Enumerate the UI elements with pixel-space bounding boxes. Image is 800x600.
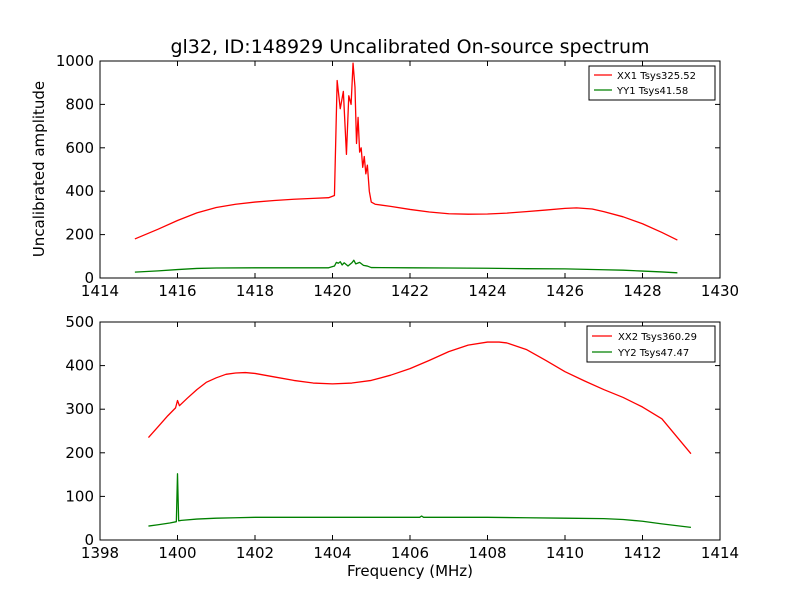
- bottom-y-tick-label: 300: [65, 400, 94, 418]
- series-line-yy2: [148, 473, 692, 529]
- top-x-tick-label: 1422: [391, 282, 429, 300]
- bottom-y-tick-label: 100: [65, 487, 94, 505]
- series-line-xx1: [134, 62, 678, 241]
- bottom-y-tick-label: 0: [84, 531, 94, 549]
- bottom-y-tick-label: 200: [65, 444, 94, 462]
- bottom-y-tick-label: 500: [65, 313, 94, 331]
- top-legend: XX1 Tsys325.52 YY1 Tsys41.58: [588, 65, 716, 101]
- top-axes-frame: [99, 60, 721, 279]
- top-x-tick-label: 1416: [158, 282, 196, 300]
- y-axis-title: Uncalibrated amplitude: [30, 81, 48, 257]
- top-spectrum-panel: 1414 1416 1418 1420 1422 1424 1426 1428 1430 0 200…: [56, 52, 739, 300]
- x-axis-title: Frequency (MHz): [347, 562, 473, 580]
- top-x-tick-label: 1426: [546, 282, 584, 300]
- bottom-y-tick-label: 400: [65, 357, 94, 375]
- bottom-x-tick-label: 1412: [623, 544, 661, 562]
- top-x-tick-label: 1424: [468, 282, 506, 300]
- bottom-x-tick-label: 1402: [236, 544, 274, 562]
- bottom-spectrum-panel: 1398 1400 1402 1404 1406 1408 1410 1412 1414 0 100…: [65, 313, 739, 562]
- bottom-x-tick-label: 1410: [546, 544, 584, 562]
- top-y-tick-label: 200: [65, 226, 94, 244]
- top-series-lines: [134, 62, 678, 274]
- top-axis-ticks: 1414 1416 1418 1420 1422 1424 1426 1428 1430 0 200…: [56, 52, 739, 300]
- top-x-tick-label: 1428: [623, 282, 661, 300]
- series-line-xx2: [147, 341, 692, 455]
- top-y-tick-label: 600: [65, 139, 94, 157]
- top-x-tick-label: 1420: [313, 282, 351, 300]
- top-y-tick-label: 1000: [56, 52, 94, 70]
- bottom-series-lines: [147, 341, 692, 529]
- legend-label-yy1: YY1 Tsys41.58: [616, 86, 688, 97]
- chart-title: gl32, ID:148929 Uncalibrated On-source s…: [170, 36, 649, 58]
- bottom-x-tick-label: 1414: [701, 544, 739, 562]
- top-x-tick-label: 1414: [81, 282, 119, 300]
- bottom-x-tick-label: 1406: [391, 544, 429, 562]
- bottom-legend: XX2 Tsys360.29 YY2 Tsys47.47: [586, 325, 716, 363]
- series-line-yy1: [134, 259, 678, 274]
- bottom-legend-box: [586, 325, 716, 363]
- bottom-x-tick-label: 1398: [81, 544, 119, 562]
- bottom-x-tick-label: 1408: [468, 544, 506, 562]
- top-y-tick-label: 0: [84, 269, 94, 287]
- top-legend-box: [588, 65, 716, 101]
- legend-label-xx2: XX2 Tsys360.29: [618, 332, 697, 343]
- legend-label-yy2: YY2 Tsys47.47: [617, 348, 689, 359]
- legend-label-xx1: XX1 Tsys325.52: [617, 71, 696, 82]
- top-y-tick-label: 800: [65, 95, 94, 113]
- top-x-tick-label: 1418: [236, 282, 274, 300]
- top-y-tick-label: 400: [65, 182, 94, 200]
- top-x-tick-label: 1430: [701, 282, 739, 300]
- bottom-axes-frame: [99, 321, 721, 541]
- bottom-x-tick-label: 1400: [158, 544, 196, 562]
- bottom-x-tick-label: 1404: [313, 544, 351, 562]
